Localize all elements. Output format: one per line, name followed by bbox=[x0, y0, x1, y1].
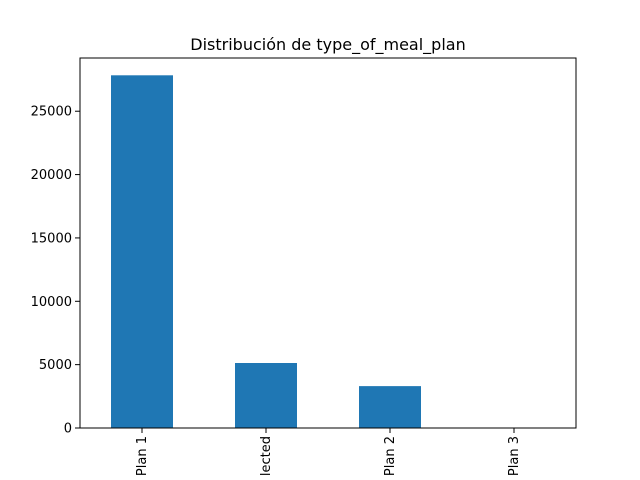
y-tick-label-0: 0 bbox=[64, 422, 72, 437]
y-tick-label-5000: 5000 bbox=[39, 358, 72, 373]
bar-lected bbox=[235, 363, 297, 428]
x-tick-label-lected: lected bbox=[259, 436, 274, 476]
y-tick-label-10000: 10000 bbox=[31, 295, 72, 310]
bar-plan-1 bbox=[111, 75, 173, 429]
x-tick-label-plan-3: Plan 3 bbox=[507, 436, 522, 476]
x-tick-label-plan-2: Plan 2 bbox=[383, 436, 398, 476]
plot-frame bbox=[79, 57, 577, 429]
x-tick-label-plan-1: Plan 1 bbox=[135, 436, 150, 476]
chart-title: Distribución de type_of_meal_plan bbox=[190, 35, 465, 55]
axes-layer: Plan 1 lected Plan 2 Plan 3 0 5000 10000 15000 2… bbox=[31, 105, 522, 476]
y-tick-label-25000: 25000 bbox=[31, 105, 72, 120]
y-tick-label-20000: 20000 bbox=[31, 168, 72, 183]
y-tick-label-15000: 15000 bbox=[31, 231, 72, 246]
bar-plan-2 bbox=[359, 386, 421, 428]
bars-layer bbox=[111, 75, 545, 429]
